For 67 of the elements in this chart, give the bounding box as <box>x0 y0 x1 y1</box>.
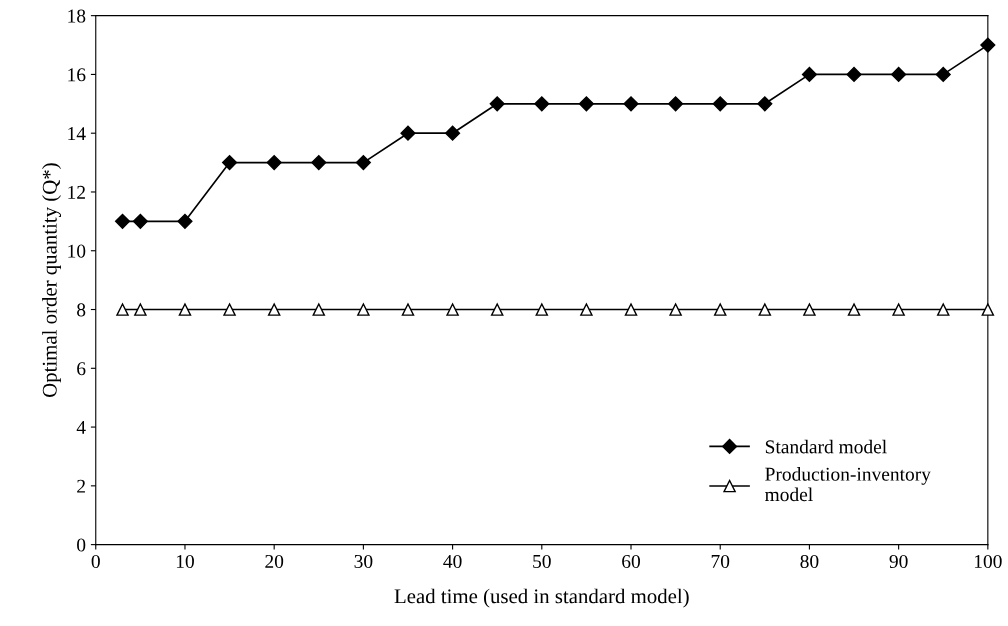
x-tick-label: 50 <box>533 554 551 569</box>
x-tick-label: 80 <box>800 554 819 569</box>
point <box>266 155 282 171</box>
legend-label: Standard model <box>765 439 887 454</box>
point <box>222 155 238 171</box>
y-tick-label: 12 <box>68 185 85 199</box>
point <box>446 303 459 316</box>
y-tick-label: 18 <box>68 9 86 23</box>
point <box>713 303 727 316</box>
x-tick-label: 60 <box>622 554 640 569</box>
y-axis-title: Optimal order quantity (Q*) <box>42 163 62 398</box>
point <box>177 213 193 229</box>
point <box>355 155 371 171</box>
point <box>712 96 728 112</box>
point <box>534 96 550 112</box>
x-tick-label: 20 <box>265 554 284 569</box>
point <box>580 303 593 316</box>
legend-label: Production-inventory model <box>765 467 931 502</box>
point <box>489 96 505 112</box>
y-tick-label: 10 <box>68 244 86 258</box>
y-tick-label: 8 <box>77 303 86 317</box>
x-tick-label: 70 <box>711 554 730 569</box>
point <box>624 303 638 316</box>
point <box>132 213 148 229</box>
y-tick-label: 6 <box>77 362 86 376</box>
point <box>578 96 594 112</box>
point <box>847 303 861 316</box>
point <box>445 125 461 141</box>
point <box>758 303 772 316</box>
point <box>401 303 415 316</box>
y-tick-label: 0 <box>77 538 86 552</box>
point <box>846 66 862 82</box>
point <box>669 303 682 316</box>
point <box>801 66 817 82</box>
point <box>936 303 950 316</box>
point <box>357 303 370 316</box>
point <box>981 303 995 316</box>
point <box>311 155 327 171</box>
x-tick-label: 40 <box>443 554 462 569</box>
point <box>757 96 773 112</box>
x-tick-label: 30 <box>354 554 373 569</box>
point <box>134 303 147 316</box>
point <box>178 303 192 316</box>
x-tick-label: 10 <box>176 554 194 569</box>
point <box>400 125 416 141</box>
point <box>623 96 639 112</box>
x-tick-label: 0 <box>91 554 100 569</box>
point <box>312 303 326 316</box>
point <box>803 303 816 316</box>
point <box>490 303 504 316</box>
point <box>935 66 951 82</box>
point <box>891 66 907 82</box>
point <box>980 37 996 53</box>
y-tick-label: 14 <box>68 127 86 140</box>
y-tick-label: 4 <box>76 421 86 434</box>
point <box>223 303 236 316</box>
x-tick-label: 90 <box>889 554 908 569</box>
y-tick-label: 16 <box>68 68 86 82</box>
x-tick-label: 100 <box>974 554 1002 569</box>
y-tick-label: 2 <box>77 479 85 493</box>
point <box>267 303 281 316</box>
point <box>892 303 905 316</box>
point <box>114 213 131 229</box>
x-axis-title: Lead time (used in standard model) <box>394 588 689 608</box>
point <box>668 96 684 112</box>
point <box>535 303 549 316</box>
point <box>116 303 129 316</box>
